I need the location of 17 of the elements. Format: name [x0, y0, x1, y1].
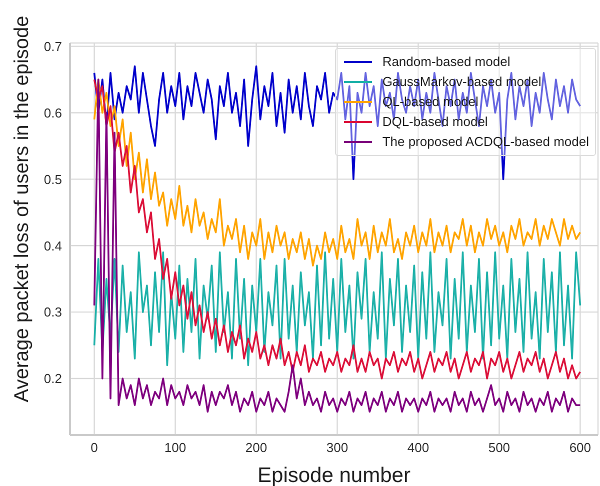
legend-label: Random-based model	[382, 53, 510, 71]
x-tick-label: 100	[164, 440, 186, 456]
y-tick-label: 0.7	[44, 38, 62, 54]
x-tick-label: 400	[407, 440, 430, 456]
x-tick-label: 0	[90, 440, 98, 456]
x-tick-label: 300	[326, 440, 348, 456]
line-series	[93, 251, 582, 366]
x-tick-label: 200	[245, 440, 268, 456]
x-axis-title: Episode number	[258, 464, 410, 486]
y-tick-label: 0.3	[44, 304, 62, 320]
y-tick-label: 0.6	[44, 105, 62, 120]
y-axis-title: Average packet loss of users in the episode	[11, 16, 33, 402]
x-tick-label: 500	[488, 440, 510, 456]
y-tick-label: 0.2	[44, 371, 62, 386]
y-tick-label: 0.5	[44, 172, 62, 187]
x-tick-label: 600	[569, 440, 592, 456]
y-tick-label: 0.4	[44, 238, 62, 254]
